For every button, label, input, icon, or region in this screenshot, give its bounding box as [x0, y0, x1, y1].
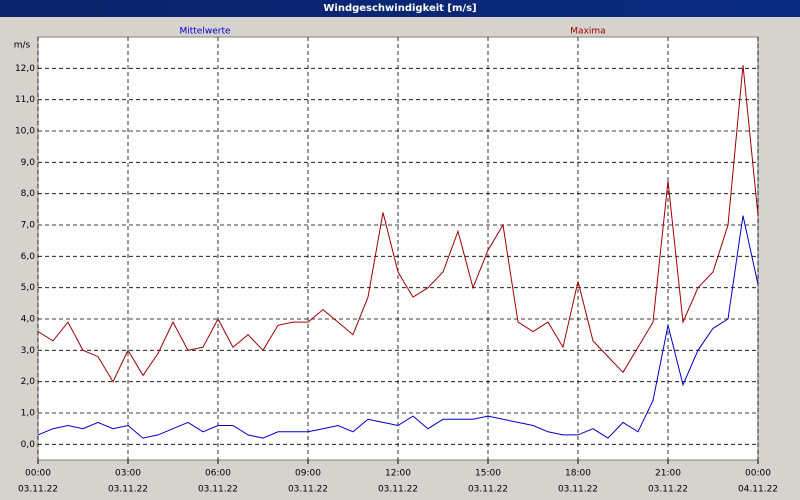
series-line: [37, 65, 759, 383]
x-tick-date: 03.11.22: [468, 485, 508, 495]
x-tick-label: 09:00: [295, 469, 321, 479]
x-tick-date: 03.11.22: [378, 485, 418, 495]
x-tick-date: 03.11.22: [198, 485, 238, 495]
x-tick-label: 15:00: [475, 469, 501, 479]
y-tick-label: 4,0: [21, 315, 36, 325]
y-tick-label: 9,0: [21, 158, 36, 168]
y-unit: m/s: [14, 41, 31, 51]
x-tick-label: 12:00: [385, 469, 411, 479]
x-tick-date: 03.11.22: [108, 485, 148, 495]
y-tick-label: 5,0: [21, 283, 36, 293]
x-tick-label: 21:00: [655, 469, 681, 479]
x-tick-label: 18:00: [565, 469, 591, 479]
x-tick-date: 03.11.22: [648, 485, 688, 495]
legend-label: Mittelwerte: [179, 27, 230, 37]
x-tick-date: 03.11.22: [288, 485, 328, 495]
x-tick-date: 03.11.22: [18, 485, 58, 495]
y-tick-label: 12,0: [15, 64, 35, 74]
x-tick-date: 03.11.22: [558, 485, 598, 495]
y-tick-label: 1,0: [21, 409, 36, 419]
y-tick-label: 10,0: [15, 127, 35, 137]
title-bar: Windgeschwindigkeit [m/s]: [0, 0, 800, 17]
y-tick-label: 8,0: [21, 189, 36, 199]
x-tick-label: 00:00: [745, 469, 771, 479]
y-tick-label: 7,0: [21, 221, 36, 231]
y-tick-label: 2,0: [21, 377, 36, 387]
x-tick-label: 06:00: [205, 469, 231, 479]
y-tick-label: 3,0: [21, 346, 36, 356]
legend-label: Maxima: [570, 27, 605, 37]
y-tick-label: 6,0: [21, 252, 36, 262]
x-tick-label: 00:00: [25, 469, 51, 479]
y-tick-label: 11,0: [15, 95, 35, 105]
y-tick-label: 0,0: [21, 440, 36, 450]
series-line: [37, 215, 759, 439]
x-tick-label: 03:00: [115, 469, 141, 479]
x-tick-date: 04.11.22: [738, 485, 778, 495]
